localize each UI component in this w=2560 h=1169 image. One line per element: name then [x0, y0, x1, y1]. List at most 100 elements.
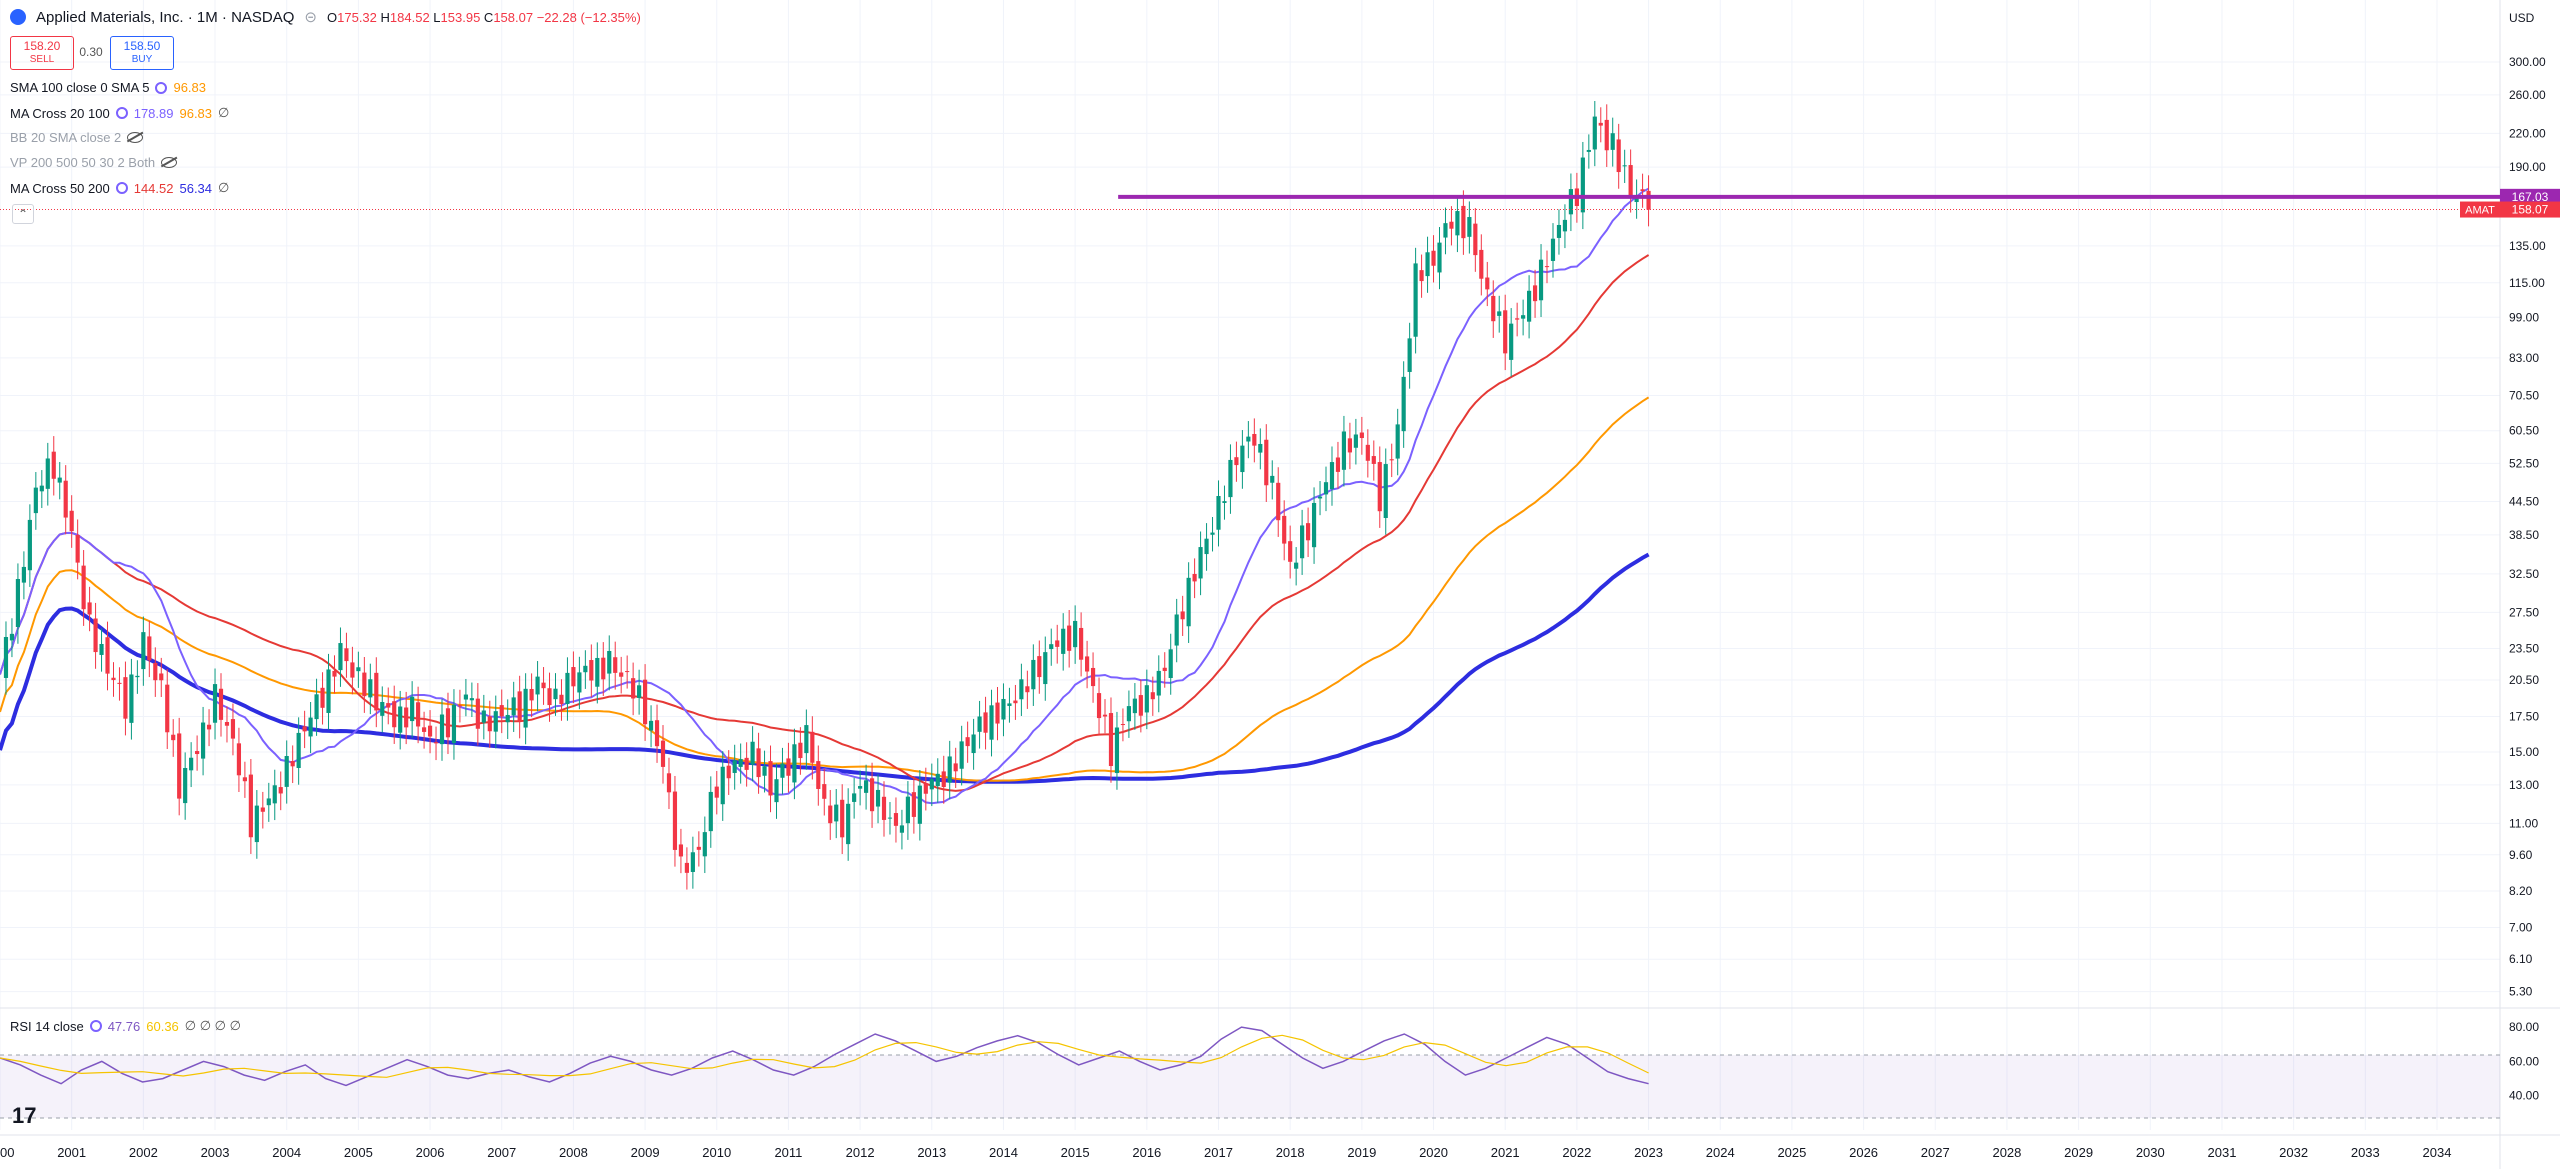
candle-body [774, 779, 779, 803]
last-price-label: 158.07 [2512, 203, 2549, 217]
y-tick-label: 23.50 [2509, 642, 2539, 656]
candle-body [1043, 652, 1048, 685]
collapse-legend-button[interactable]: ⌃ [12, 204, 34, 224]
indicator-value: ∅ [218, 180, 230, 195]
candle-body [1544, 266, 1550, 268]
candle-body [738, 759, 743, 767]
candle-body [266, 798, 271, 806]
candle-body [165, 684, 170, 733]
settings-icon [115, 107, 128, 119]
candle-body [1515, 318, 1520, 320]
x-tick-label: 2001 [57, 1145, 86, 1160]
rsi-tick-label: 80.00 [2509, 1020, 2539, 1034]
candle-body [1592, 116, 1597, 150]
candle-body [362, 672, 367, 697]
x-tick-label: 2018 [1276, 1145, 1305, 1160]
candle-body [559, 694, 564, 705]
rsi-line [0, 1026, 1649, 1087]
buy-button[interactable]: 158.50 BUY [110, 36, 174, 70]
x-tick-label: 2017 [1204, 1145, 1233, 1160]
candle-body [105, 637, 110, 674]
candle-body [995, 702, 1000, 724]
candle-body [911, 792, 916, 817]
candle-body [720, 766, 725, 805]
x-tick-label: 2009 [631, 1145, 660, 1160]
candle-body [1329, 462, 1335, 490]
x-tick-label: 2025 [1777, 1145, 1806, 1160]
candle-body [696, 846, 701, 850]
y-tick-label: 260.00 [2509, 88, 2546, 102]
candle-body [1282, 515, 1287, 544]
candle-body [852, 793, 857, 802]
candle-body [858, 786, 863, 789]
candle-body [1114, 727, 1120, 774]
candle-body [1616, 139, 1621, 173]
x-tick-label: 2016 [1132, 1145, 1161, 1160]
rsi-legend: RSI 14 close 47.76 60.36 ∅ ∅ ∅ ∅ [10, 1018, 241, 1034]
candle-body [1509, 323, 1514, 360]
candle-body [445, 708, 451, 738]
candle-body [1276, 482, 1281, 521]
indicator-value: 144.52 [133, 180, 174, 196]
more-icon[interactable]: ⊝ [304, 9, 317, 26]
x-tick-label: 2012 [846, 1145, 875, 1160]
x-tick-label: 2013 [917, 1145, 946, 1160]
candle-body [27, 519, 32, 571]
candle-body [750, 741, 755, 765]
candle-body [1407, 338, 1412, 372]
candle-body [905, 796, 910, 824]
candle-body [1288, 541, 1293, 562]
x-tick-label: 2034 [2423, 1145, 2452, 1160]
candle-body [493, 711, 498, 732]
settings-icon[interactable] [89, 1020, 102, 1032]
candle-body [87, 602, 92, 615]
candle-body [57, 477, 62, 483]
candle-body [511, 697, 516, 716]
candle-body [1311, 502, 1317, 548]
candle-body [1025, 686, 1030, 693]
indicator-legend[interactable]: MA Cross 50 200 144.52 56.34 ∅ [10, 180, 229, 196]
indicator-legend[interactable]: BB 20 SMA close 2 [10, 130, 144, 145]
candle-body [320, 687, 325, 708]
indicator-name: SMA 100 close 0 SMA 5 [10, 80, 150, 95]
candle-body [1479, 249, 1484, 279]
y-tick-label: 70.50 [2509, 389, 2539, 403]
candle-body [284, 756, 289, 787]
x-tick-label: 2015 [1061, 1145, 1090, 1160]
candle-body [1102, 714, 1108, 717]
tradingview-logo-icon[interactable]: 17 [12, 1103, 37, 1128]
y-tick-label: 115.00 [2509, 276, 2545, 290]
indicator-legend[interactable]: MA Cross 20 100 178.89 96.83 ∅ [10, 105, 229, 121]
x-tick-label: 2021 [1491, 1145, 1520, 1160]
y-tick-label: 20.50 [2509, 673, 2539, 687]
symbol-title[interactable]: Applied Materials, Inc. · 1M · NASDAQ [36, 8, 295, 26]
rsi-name[interactable]: RSI 14 close [10, 1018, 84, 1034]
y-tick-label: 99.00 [2509, 310, 2539, 324]
candle-body [81, 565, 86, 610]
candle-body [248, 774, 253, 838]
x-tick-label: 2030 [2136, 1145, 2165, 1160]
candle-body [326, 669, 331, 713]
y-tick-label: 60.50 [2509, 424, 2539, 438]
candle-body [308, 717, 313, 737]
x-tick-label: 2003 [201, 1145, 230, 1160]
candle-body [463, 694, 468, 700]
indicator-value: 178.89 [133, 105, 174, 121]
candle-body [236, 743, 242, 776]
x-tick-label: 2002 [129, 1145, 158, 1160]
candle-body [810, 731, 815, 763]
y-tick-label: 44.50 [2509, 494, 2539, 508]
candle-body [123, 677, 128, 719]
y-tick-label: 6.10 [2509, 952, 2533, 966]
indicator-legend[interactable]: SMA 100 close 0 SMA 5 96.83 [10, 80, 206, 95]
candle-body [278, 787, 283, 794]
candle-body [344, 648, 349, 662]
y-tick-label: 52.50 [2509, 456, 2539, 470]
indicator-legend[interactable]: VP 200 500 50 30 2 Both [10, 155, 178, 170]
candle-body [1240, 445, 1245, 473]
ohlc-readout: O175.32 H184.52 L153.95 C158.07 −22.28 (… [327, 9, 641, 25]
symbol-logo-icon [10, 9, 26, 25]
sell-button[interactable]: 158.20 SELL [10, 36, 74, 70]
candle-body [230, 719, 236, 739]
